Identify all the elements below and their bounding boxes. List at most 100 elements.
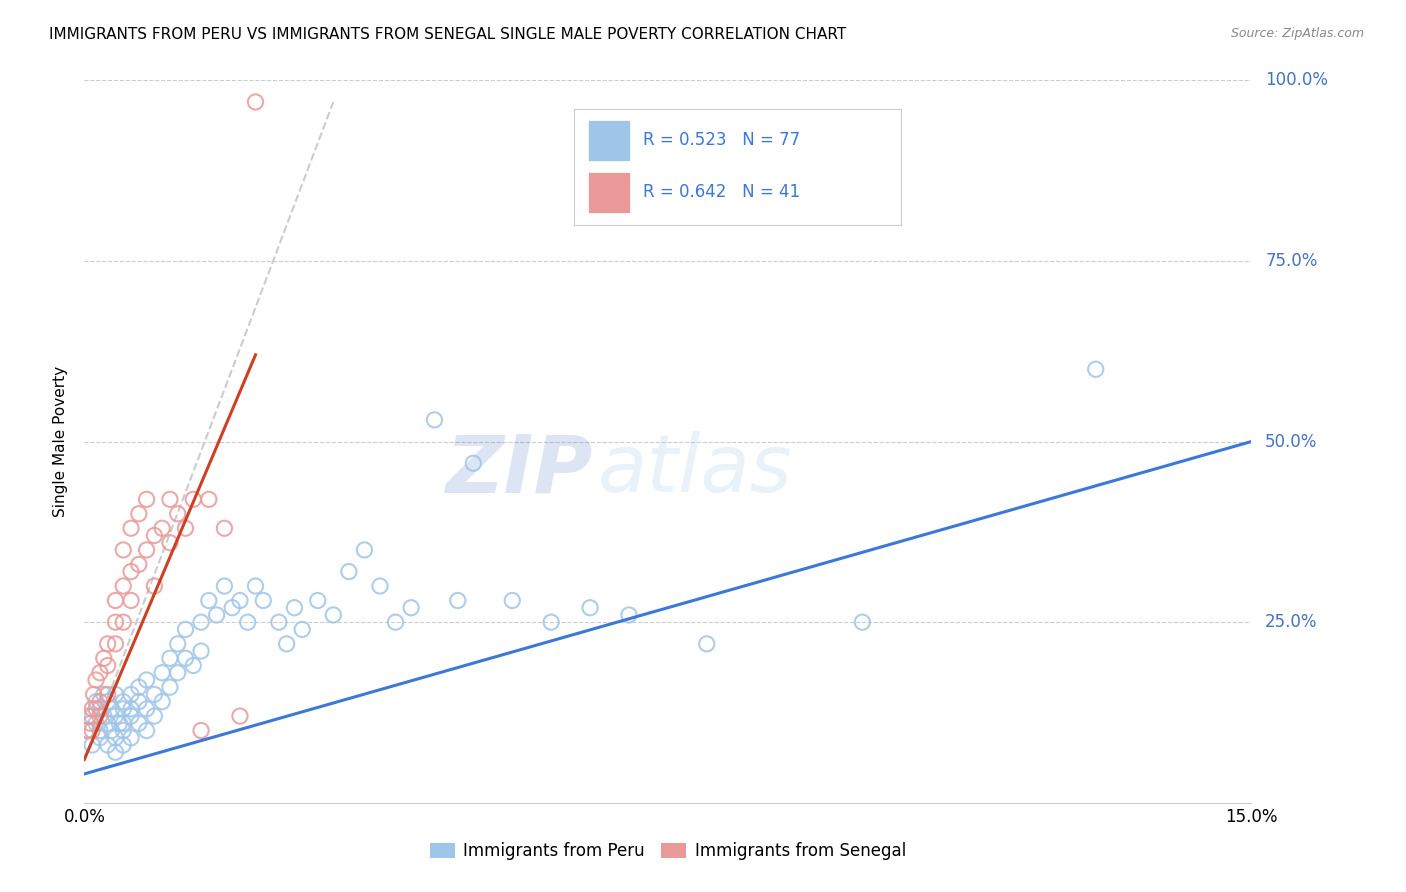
- Point: [97, 716, 120, 731]
- Point: [79, 716, 101, 731]
- Point: [77, 709, 100, 723]
- Point: [89, 731, 111, 745]
- Point: [97, 687, 120, 701]
- Point: [198, 492, 221, 507]
- Text: 50.0%: 50.0%: [1265, 433, 1317, 450]
- Point: [120, 709, 142, 723]
- Point: [214, 521, 236, 535]
- Point: [89, 695, 111, 709]
- Point: [104, 637, 127, 651]
- Point: [84, 716, 107, 731]
- Point: [97, 695, 120, 709]
- Point: [89, 702, 111, 716]
- Point: [83, 687, 105, 701]
- Point: [93, 709, 115, 723]
- Point: [214, 579, 236, 593]
- Point: [447, 593, 470, 607]
- Point: [423, 413, 446, 427]
- Point: [143, 528, 166, 542]
- Point: [112, 738, 135, 752]
- Point: [166, 665, 188, 680]
- Point: [82, 723, 104, 738]
- Point: [104, 687, 127, 701]
- Point: [112, 579, 135, 593]
- Point: [104, 731, 127, 745]
- Point: [93, 687, 115, 701]
- Point: [267, 615, 290, 630]
- Point: [166, 507, 188, 521]
- Point: [143, 709, 166, 723]
- Point: [120, 593, 142, 607]
- Point: [128, 716, 150, 731]
- Point: [135, 723, 157, 738]
- Point: [1084, 362, 1107, 376]
- Point: [337, 565, 360, 579]
- Point: [617, 607, 640, 622]
- Point: [252, 593, 274, 607]
- Point: [190, 723, 212, 738]
- Text: atlas: atlas: [598, 432, 793, 509]
- Point: [143, 687, 166, 701]
- Text: 25.0%: 25.0%: [1265, 613, 1317, 632]
- Point: [221, 600, 243, 615]
- Point: [89, 709, 111, 723]
- Point: [112, 723, 135, 738]
- Point: [104, 709, 127, 723]
- Point: [104, 593, 127, 607]
- Point: [77, 723, 100, 738]
- Point: [245, 95, 267, 109]
- Point: [112, 695, 135, 709]
- Point: [166, 637, 188, 651]
- Point: [104, 745, 127, 759]
- Point: [291, 623, 314, 637]
- Point: [236, 615, 259, 630]
- Point: [150, 695, 173, 709]
- Point: [100, 702, 122, 716]
- Point: [128, 558, 150, 572]
- Point: [283, 600, 305, 615]
- Point: [181, 658, 204, 673]
- Point: [128, 680, 150, 694]
- Point: [120, 702, 142, 716]
- Point: [76, 723, 98, 738]
- Point: [174, 651, 197, 665]
- Point: [120, 521, 142, 535]
- Y-axis label: Single Male Poverty: Single Male Poverty: [53, 366, 69, 517]
- Text: 75.0%: 75.0%: [1265, 252, 1317, 270]
- Point: [97, 637, 120, 651]
- Legend: Immigrants from Peru, Immigrants from Senegal: Immigrants from Peru, Immigrants from Se…: [423, 836, 912, 867]
- Point: [229, 593, 252, 607]
- Point: [128, 695, 150, 709]
- Point: [84, 673, 107, 687]
- Point: [143, 579, 166, 593]
- Point: [159, 680, 181, 694]
- Point: [198, 593, 221, 607]
- Point: [97, 738, 120, 752]
- Point: [120, 565, 142, 579]
- Point: [150, 521, 173, 535]
- Point: [501, 593, 523, 607]
- Point: [307, 593, 329, 607]
- Point: [384, 615, 406, 630]
- Point: [82, 709, 104, 723]
- Point: [82, 702, 104, 716]
- Point: [696, 637, 718, 651]
- Point: [112, 716, 135, 731]
- Point: [174, 521, 197, 535]
- Point: [368, 579, 391, 593]
- Point: [229, 709, 252, 723]
- Text: IMMIGRANTS FROM PERU VS IMMIGRANTS FROM SENEGAL SINGLE MALE POVERTY CORRELATION : IMMIGRANTS FROM PERU VS IMMIGRANTS FROM …: [49, 27, 846, 42]
- Point: [135, 492, 157, 507]
- Point: [97, 658, 120, 673]
- Point: [276, 637, 298, 651]
- Point: [159, 492, 181, 507]
- Point: [190, 615, 212, 630]
- Point: [120, 687, 142, 701]
- Point: [174, 623, 197, 637]
- Point: [108, 716, 131, 731]
- Point: [463, 456, 485, 470]
- Point: [135, 673, 157, 687]
- Point: [89, 723, 111, 738]
- Point: [100, 723, 122, 738]
- Point: [159, 651, 181, 665]
